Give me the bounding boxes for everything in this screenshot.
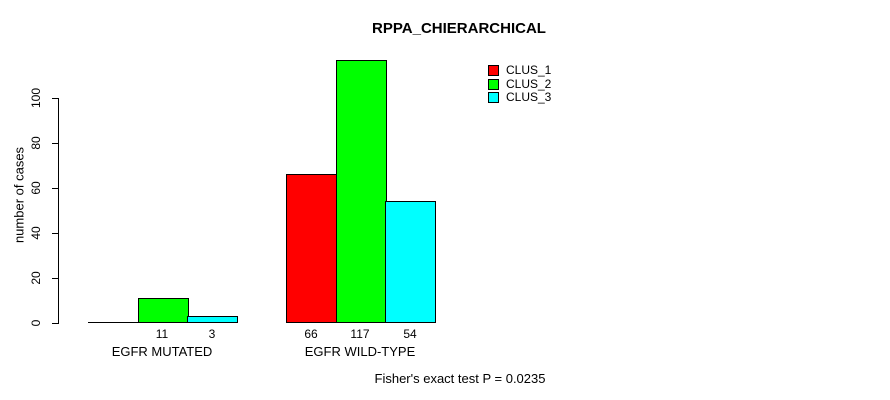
- bar-value-label: 66: [304, 327, 318, 341]
- bar: [385, 201, 436, 323]
- chart-title: RPPA_CHIERARCHICAL: [372, 20, 546, 37]
- y-tick: [52, 188, 59, 189]
- y-tick-label: 80: [29, 136, 43, 150]
- bar: [187, 316, 238, 323]
- legend-item: CLUS_2: [488, 76, 552, 91]
- y-tick: [52, 323, 59, 324]
- bar-value-label: 117: [350, 327, 370, 341]
- y-tick-label: 60: [29, 181, 43, 195]
- y-tick: [52, 233, 59, 234]
- legend-swatch: [488, 65, 499, 77]
- legend-item: CLUS_3: [488, 90, 552, 105]
- bar: [138, 298, 189, 323]
- y-tick-label: 100: [29, 87, 43, 109]
- legend-swatch: [488, 78, 499, 90]
- bar-value-label: 11: [155, 327, 169, 341]
- y-axis-line: [58, 98, 59, 324]
- legend-item: CLUS_1: [488, 63, 552, 78]
- bar-value-label: 3: [208, 327, 216, 341]
- legend-label: CLUS_2: [506, 76, 552, 91]
- bar: [286, 174, 337, 323]
- legend-swatch: [488, 92, 499, 104]
- bar: [336, 60, 387, 323]
- y-tick: [52, 143, 59, 144]
- legend: CLUS_1 CLUS_2 CLUS_3: [488, 63, 552, 106]
- y-tick-label: 40: [29, 226, 43, 240]
- y-tick-label: 20: [29, 271, 43, 285]
- annotation-text: Fisher's exact test P = 0.0235: [374, 371, 546, 386]
- group-label: EGFR WILD-TYPE: [304, 344, 416, 359]
- legend-label: CLUS_3: [506, 90, 552, 105]
- y-tick: [52, 98, 59, 99]
- bar: [88, 322, 139, 323]
- y-tick: [52, 278, 59, 279]
- y-axis-label: number of cases: [11, 146, 27, 244]
- y-tick-label: 0: [29, 319, 43, 327]
- group-label: EGFR MUTATED: [111, 344, 213, 359]
- legend-label: CLUS_1: [506, 63, 552, 78]
- bar-value-label: 54: [403, 327, 417, 341]
